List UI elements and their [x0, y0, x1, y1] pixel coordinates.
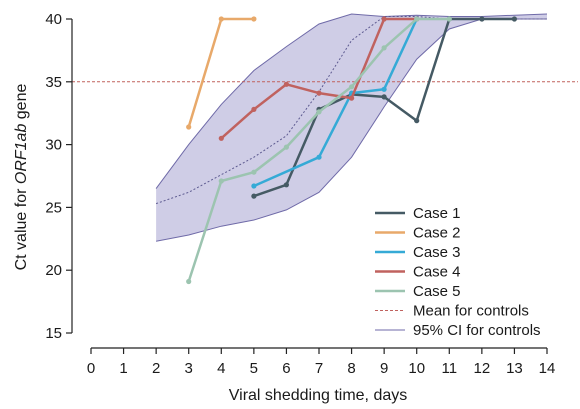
x-tick-label: 6: [282, 360, 290, 377]
series-5-point: [186, 278, 192, 285]
series-4-point: [218, 135, 224, 141]
x-tick-label: 7: [315, 360, 323, 377]
x-tick-label: 11: [441, 360, 457, 377]
x-tick-label: 5: [250, 360, 258, 377]
legend-label: Mean for controls: [413, 303, 529, 320]
legend-item-ci-controls: 95% CI for controls: [375, 322, 541, 339]
x-tick-label: 2: [152, 360, 160, 377]
y-tick-label: 15: [45, 325, 62, 342]
legend-label: Case 1: [413, 205, 461, 222]
legend-label: 95% CI for controls: [413, 322, 541, 339]
y-axis-title-suffix: gene: [13, 84, 30, 124]
x-axis-title: Viral shedding time, days: [229, 387, 407, 404]
series-3-point: [251, 183, 257, 189]
series-4-point: [251, 106, 257, 112]
x-tick-label: 3: [185, 360, 193, 377]
y-axis-title-prefix: Ct value for: [13, 184, 30, 270]
series-5-point: [283, 144, 289, 150]
series-4-point: [316, 90, 322, 96]
y-axis-title-gene: ORF1ab: [13, 124, 30, 185]
x-tick-label: 0: [87, 360, 95, 377]
y-axis-title: Ct value for ORF1ab gene: [13, 84, 30, 271]
y-tick-label: 20: [45, 262, 62, 279]
series-5-point: [414, 16, 420, 22]
series-4-point: [381, 16, 387, 22]
series-2-point: [218, 16, 224, 22]
ci-band-fill: [156, 14, 547, 242]
series-1-point: [251, 193, 257, 199]
x-tick-label: 4: [217, 360, 225, 377]
series-2-point: [251, 16, 257, 22]
series-5: [186, 16, 452, 285]
series-5-point: [349, 84, 355, 90]
series-1-point: [479, 16, 485, 22]
y-tick-label: 40: [45, 11, 62, 28]
series-3-point: [316, 154, 322, 160]
legend-item-series-1: Case 1: [375, 205, 461, 222]
confidence-band-layer: [155, 13, 548, 242]
x-tick-label: 12: [474, 360, 491, 377]
x-tick-label: 9: [380, 360, 388, 377]
series-1-point: [414, 118, 420, 124]
x-tick-label: 10: [408, 360, 425, 377]
legend-label: Case 5: [413, 283, 461, 300]
series-layer: [186, 16, 517, 285]
series-5-point: [218, 178, 224, 184]
series-1-point: [283, 182, 289, 188]
series-5-point: [381, 45, 387, 51]
legend-item-series-5: Case 5: [375, 283, 461, 300]
legend-item-series-4: Case 4: [375, 264, 461, 281]
x-tick-label: 14: [539, 360, 556, 377]
series-2-point: [186, 124, 192, 130]
series-3-point: [381, 86, 387, 92]
x-tick-label: 13: [506, 360, 523, 377]
y-tick-label: 30: [45, 137, 62, 154]
series-4-point: [349, 95, 355, 101]
x-tick-label: 8: [347, 360, 355, 377]
series-4-point: [283, 81, 289, 87]
legend-label: Case 4: [413, 264, 461, 281]
series-1-point: [511, 16, 517, 22]
legend-label: Case 3: [413, 244, 461, 261]
series-5-point: [446, 16, 452, 22]
series-5-point: [316, 109, 322, 115]
legend-item-mean-controls: Mean for controls: [375, 303, 529, 320]
series-2: [186, 16, 257, 130]
series-1: [251, 16, 517, 199]
legend-item-series-2: Case 2: [375, 225, 461, 242]
y-tick-label: 25: [45, 199, 62, 216]
legend: Case 1 Case 2 Case 3 Case 4 Case 5 Mean for c…: [375, 205, 541, 339]
legend-label: Case 2: [413, 225, 461, 242]
series-1-point: [381, 94, 387, 100]
legend-item-series-3: Case 3: [375, 244, 461, 261]
y-tick-label: 35: [45, 74, 62, 91]
x-tick-label: 1: [119, 360, 127, 377]
series-5-point: [251, 169, 257, 175]
